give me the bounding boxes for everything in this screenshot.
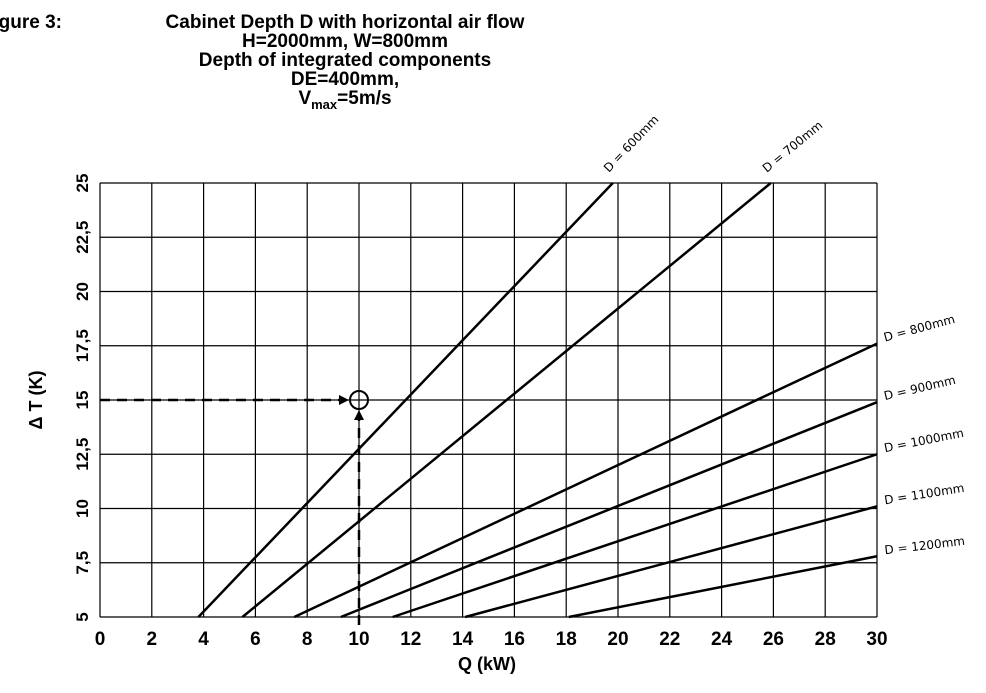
- y-tick-label: 10: [73, 499, 92, 518]
- x-tick-label: 6: [250, 629, 261, 650]
- y-tick-label: 12,5: [73, 438, 92, 471]
- series-line: [340, 401, 878, 619]
- title-line: Cabinet Depth D with horizontal air flow: [166, 12, 525, 33]
- highlight-point: [349, 390, 369, 410]
- series-label: D = 700mm: [760, 118, 825, 175]
- x-tick-label: 18: [556, 629, 577, 650]
- x-tick-label: 4: [198, 629, 209, 650]
- y-tick-label: 17,5: [73, 329, 92, 362]
- arrow-head: [354, 410, 364, 420]
- x-tick-label: 12: [400, 629, 421, 650]
- y-tick-label: 25: [73, 174, 92, 193]
- x-tick-label: 0: [95, 629, 106, 650]
- x-tick-label: 26: [763, 629, 784, 650]
- x-tick-label: 16: [504, 629, 525, 650]
- title-line: DE=400mm,: [291, 69, 399, 90]
- title-part: V: [298, 88, 311, 109]
- series-line: [293, 342, 878, 619]
- x-tick-label: 10: [348, 629, 369, 650]
- y-tick-label: 5: [73, 612, 92, 621]
- x-axis-label: Q (kW): [458, 654, 516, 674]
- y-tick-label: 22,5: [73, 221, 92, 254]
- y-tick-label: 15: [73, 391, 92, 410]
- series-label: D = 800mm: [882, 312, 956, 345]
- title-line: Depth of integrated components: [199, 50, 491, 71]
- figure-label: Figure 3:: [0, 12, 62, 33]
- x-tick-label: 2: [147, 629, 158, 650]
- series-label: D = 600mm: [601, 112, 662, 175]
- series-label: D = 1100mm: [883, 481, 965, 508]
- series-line: [392, 453, 878, 619]
- series-line: [464, 505, 878, 619]
- x-tick-label: 22: [659, 629, 680, 650]
- series-label: D = 1200mm: [884, 534, 966, 557]
- y-tick-label: 7,5: [73, 551, 92, 575]
- title-subscript: max: [311, 97, 338, 112]
- series-label: D = 900mm: [883, 373, 957, 403]
- title-line: H=2000mm, W=800mm: [242, 31, 448, 52]
- x-tick-label: 30: [866, 629, 887, 650]
- y-tick-label: 20: [73, 282, 92, 301]
- title-last: Vmax=5m/s: [298, 88, 391, 112]
- series-label: D = 1000mm: [883, 426, 965, 455]
- x-tick-label: 28: [815, 629, 836, 650]
- x-tick-label: 20: [607, 629, 628, 650]
- arrow-head: [339, 395, 349, 405]
- series-line: [197, 182, 614, 618]
- y-axis-label: Δ T (K): [26, 371, 46, 430]
- x-tick-label: 24: [711, 629, 733, 650]
- x-tick-label: 8: [302, 629, 313, 650]
- x-tick-label: 14: [452, 629, 474, 650]
- title-part: =5m/s: [337, 88, 391, 109]
- series-line: [241, 182, 772, 618]
- series-line: [568, 555, 878, 619]
